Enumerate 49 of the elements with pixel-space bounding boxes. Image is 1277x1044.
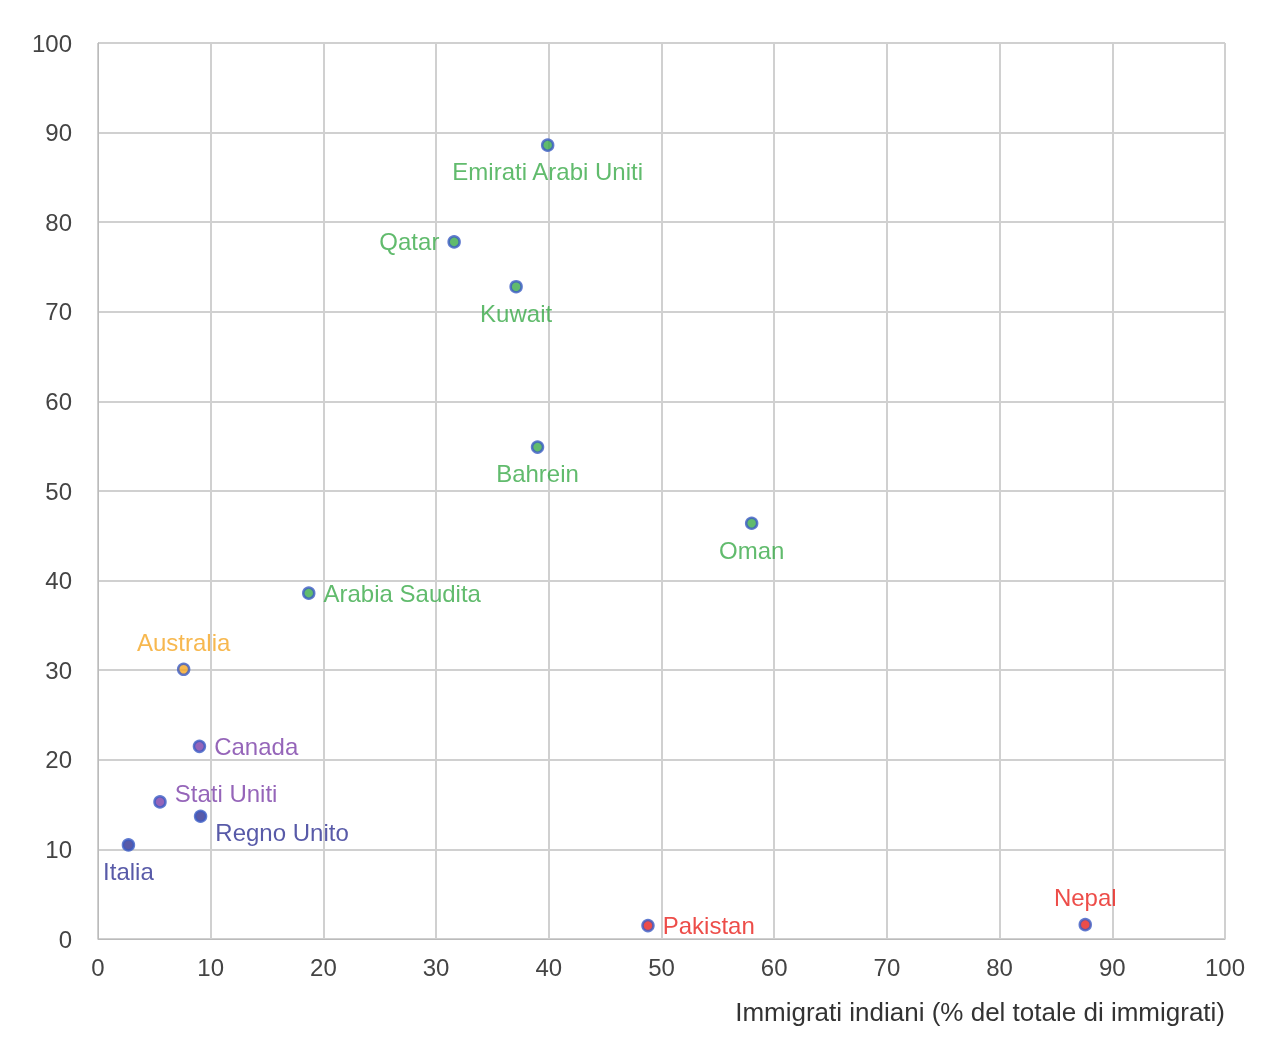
point	[447, 235, 461, 249]
point	[192, 739, 207, 754]
y-tick-label: 90	[45, 119, 72, 147]
y-tick-label: 20	[45, 746, 72, 774]
x-tick-label: 50	[648, 953, 675, 981]
series-label: Pakistan	[662, 912, 755, 940]
point	[121, 838, 136, 852]
x-tick-label: 80	[986, 953, 1013, 981]
series-label: Kuwait	[480, 299, 553, 327]
series-label: Australia	[136, 629, 231, 657]
x-tick-label: 10	[197, 953, 225, 981]
x-tick-label: 20	[310, 953, 337, 981]
point	[176, 662, 191, 677]
y-tick-label: 0	[58, 925, 72, 953]
point	[641, 918, 655, 933]
x-tick-label: 0	[91, 953, 105, 981]
x-tick-label: 40	[535, 953, 563, 981]
point	[530, 440, 545, 454]
point	[1078, 917, 1092, 932]
y-tick-label: 40	[45, 567, 72, 595]
x-tick-label: 30	[422, 953, 450, 981]
series-label: Nepal	[1053, 884, 1117, 912]
y-tick-label: 70	[45, 298, 72, 326]
series-label: Regno Unito	[215, 818, 349, 846]
series-label: Qatar	[379, 228, 440, 256]
point	[153, 795, 167, 809]
series-label: Oman	[718, 536, 785, 564]
y-tick-label: 30	[45, 656, 72, 684]
x-tick-label: 90	[1098, 953, 1126, 981]
series-label: Italia	[103, 858, 155, 886]
y-tick-label: 10	[45, 835, 72, 863]
series-label: Bahrein	[496, 460, 579, 488]
point	[302, 586, 316, 600]
x-tick-label: 100	[1204, 953, 1246, 981]
y-tick-label: 100	[31, 29, 72, 57]
y-tick-label: 80	[45, 208, 72, 236]
x-axis-title: Immigrati indiani (% del totale di immigrati)	[735, 997, 1225, 1027]
series-label: Arabia Saudita	[323, 579, 482, 607]
series-label: Canada	[214, 732, 299, 760]
y-tick-label: 50	[45, 477, 72, 505]
y-tick-label: 60	[45, 387, 72, 415]
series-label: Emirati Arabi Uniti	[452, 158, 644, 186]
point	[509, 279, 523, 294]
x-tick-label: 70	[873, 953, 901, 981]
point	[540, 138, 555, 152]
point	[193, 809, 208, 823]
point	[744, 516, 759, 530]
x-tick-label: 60	[760, 953, 788, 981]
series-label: Stati Uniti	[174, 780, 278, 808]
